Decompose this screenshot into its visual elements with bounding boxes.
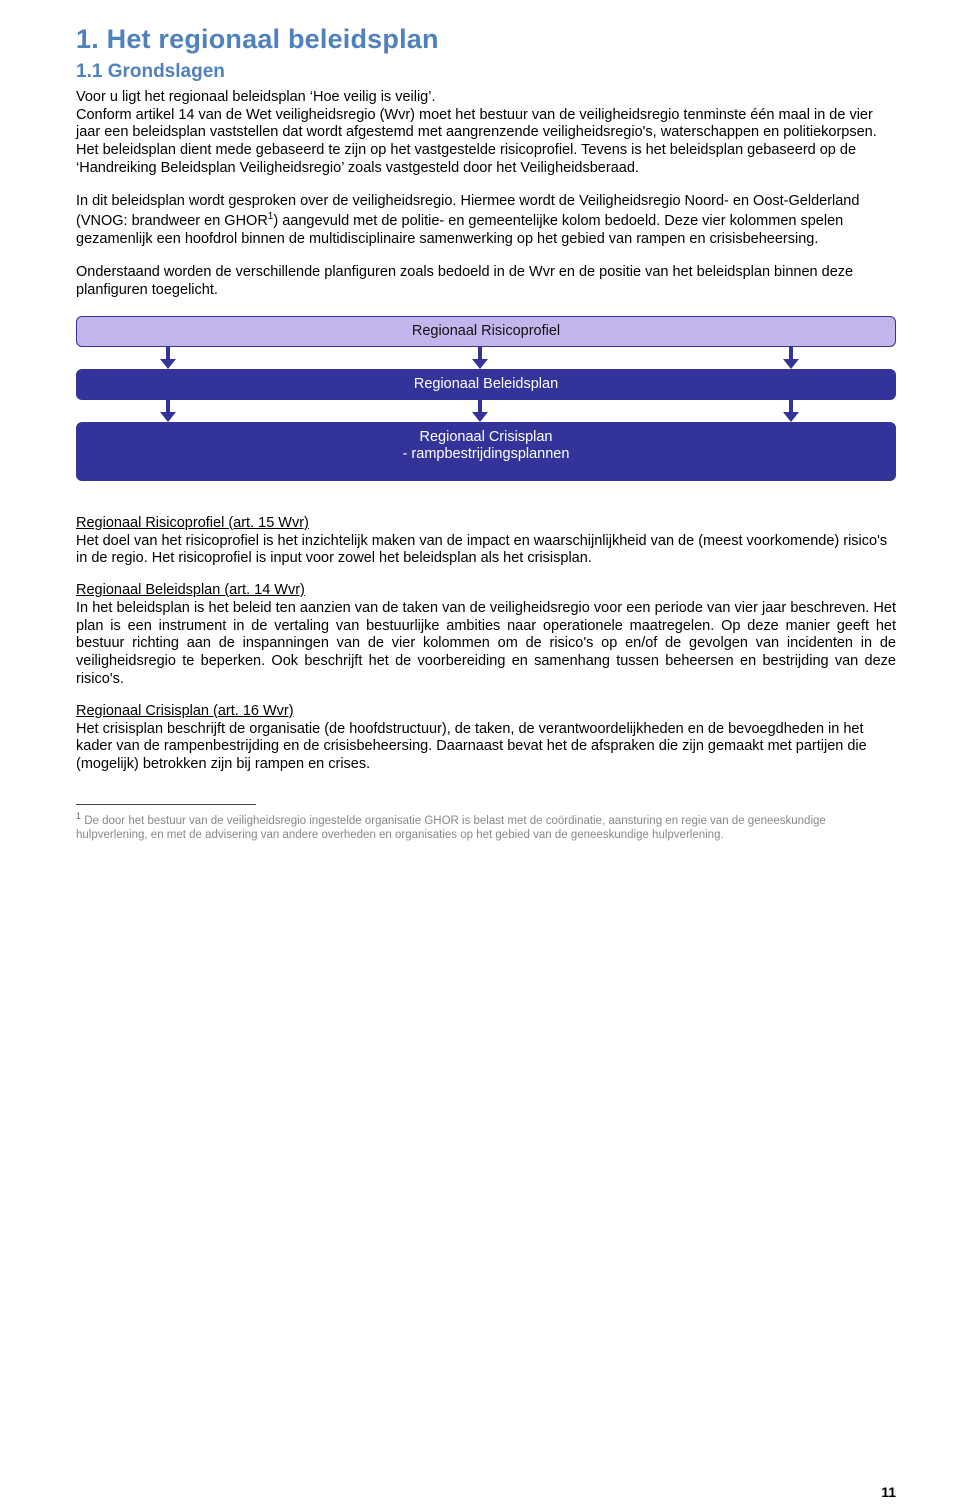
diagram-box-beleidsplan: Regionaal Beleidsplan: [76, 369, 896, 400]
footnote-rule: [76, 804, 256, 805]
diagram-box-crisisplan-sub: - rampbestrijdingsplannen: [77, 446, 895, 462]
section-crisisplan-title: Regionaal Crisisplan (art. 16 Wvr): [76, 703, 896, 719]
diagram-arrow-row-1: [76, 347, 896, 369]
diagram-box-crisisplan: Regionaal Crisisplan - rampbestrijdingsp…: [76, 422, 896, 481]
diagram-arrow-row-2: [76, 400, 896, 422]
section-crisisplan: Regionaal Crisisplan (art. 16 Wvr) Het c…: [76, 703, 896, 774]
heading-1: 1. Het regionaal beleidsplan: [76, 24, 896, 55]
section-risicoprofiel-body: Het doel van het risicoprofiel is het in…: [76, 533, 896, 568]
paragraph-intro: Voor u ligt het regionaal beleidsplan ‘H…: [76, 89, 896, 177]
document-page: 1. Het regionaal beleidsplan 1.1 Grondsl…: [0, 0, 960, 1512]
footnote-text: De door het bestuur van de veiligheidsre…: [76, 814, 826, 840]
footnote-1: 1 De door het bestuur van de veiligheids…: [76, 811, 896, 843]
page-number: 11: [881, 1484, 896, 1500]
heading-1-1: 1.1 Grondslagen: [76, 61, 896, 83]
diagram-box-risicoprofiel: Regionaal Risicoprofiel: [76, 316, 896, 347]
paragraph-planfiguren: Onderstaand worden de verschillende plan…: [76, 264, 896, 299]
section-beleidsplan-title: Regionaal Beleidsplan (art. 14 Wvr): [76, 582, 896, 598]
section-beleidsplan: Regionaal Beleidsplan (art. 14 Wvr) In h…: [76, 582, 896, 688]
planfiguren-diagram: Regionaal Risicoprofiel Regionaal Beleid…: [76, 316, 896, 481]
section-beleidsplan-body: In het beleidsplan is het beleid ten aan…: [76, 600, 896, 688]
paragraph-intro-body: Conform artikel 14 van de Wet veiligheid…: [76, 107, 877, 176]
paragraph-intro-line1: Voor u ligt het regionaal beleidsplan ‘H…: [76, 89, 436, 105]
paragraph-vnog: In dit beleidsplan wordt gesproken over …: [76, 193, 896, 248]
section-risicoprofiel-title: Regionaal Risicoprofiel (art. 15 Wvr): [76, 515, 896, 531]
diagram-box-crisisplan-title: Regionaal Crisisplan: [420, 429, 553, 445]
section-crisisplan-body: Het crisisplan beschrijft de organisatie…: [76, 721, 896, 774]
section-risicoprofiel: Regionaal Risicoprofiel (art. 15 Wvr) He…: [76, 515, 896, 568]
